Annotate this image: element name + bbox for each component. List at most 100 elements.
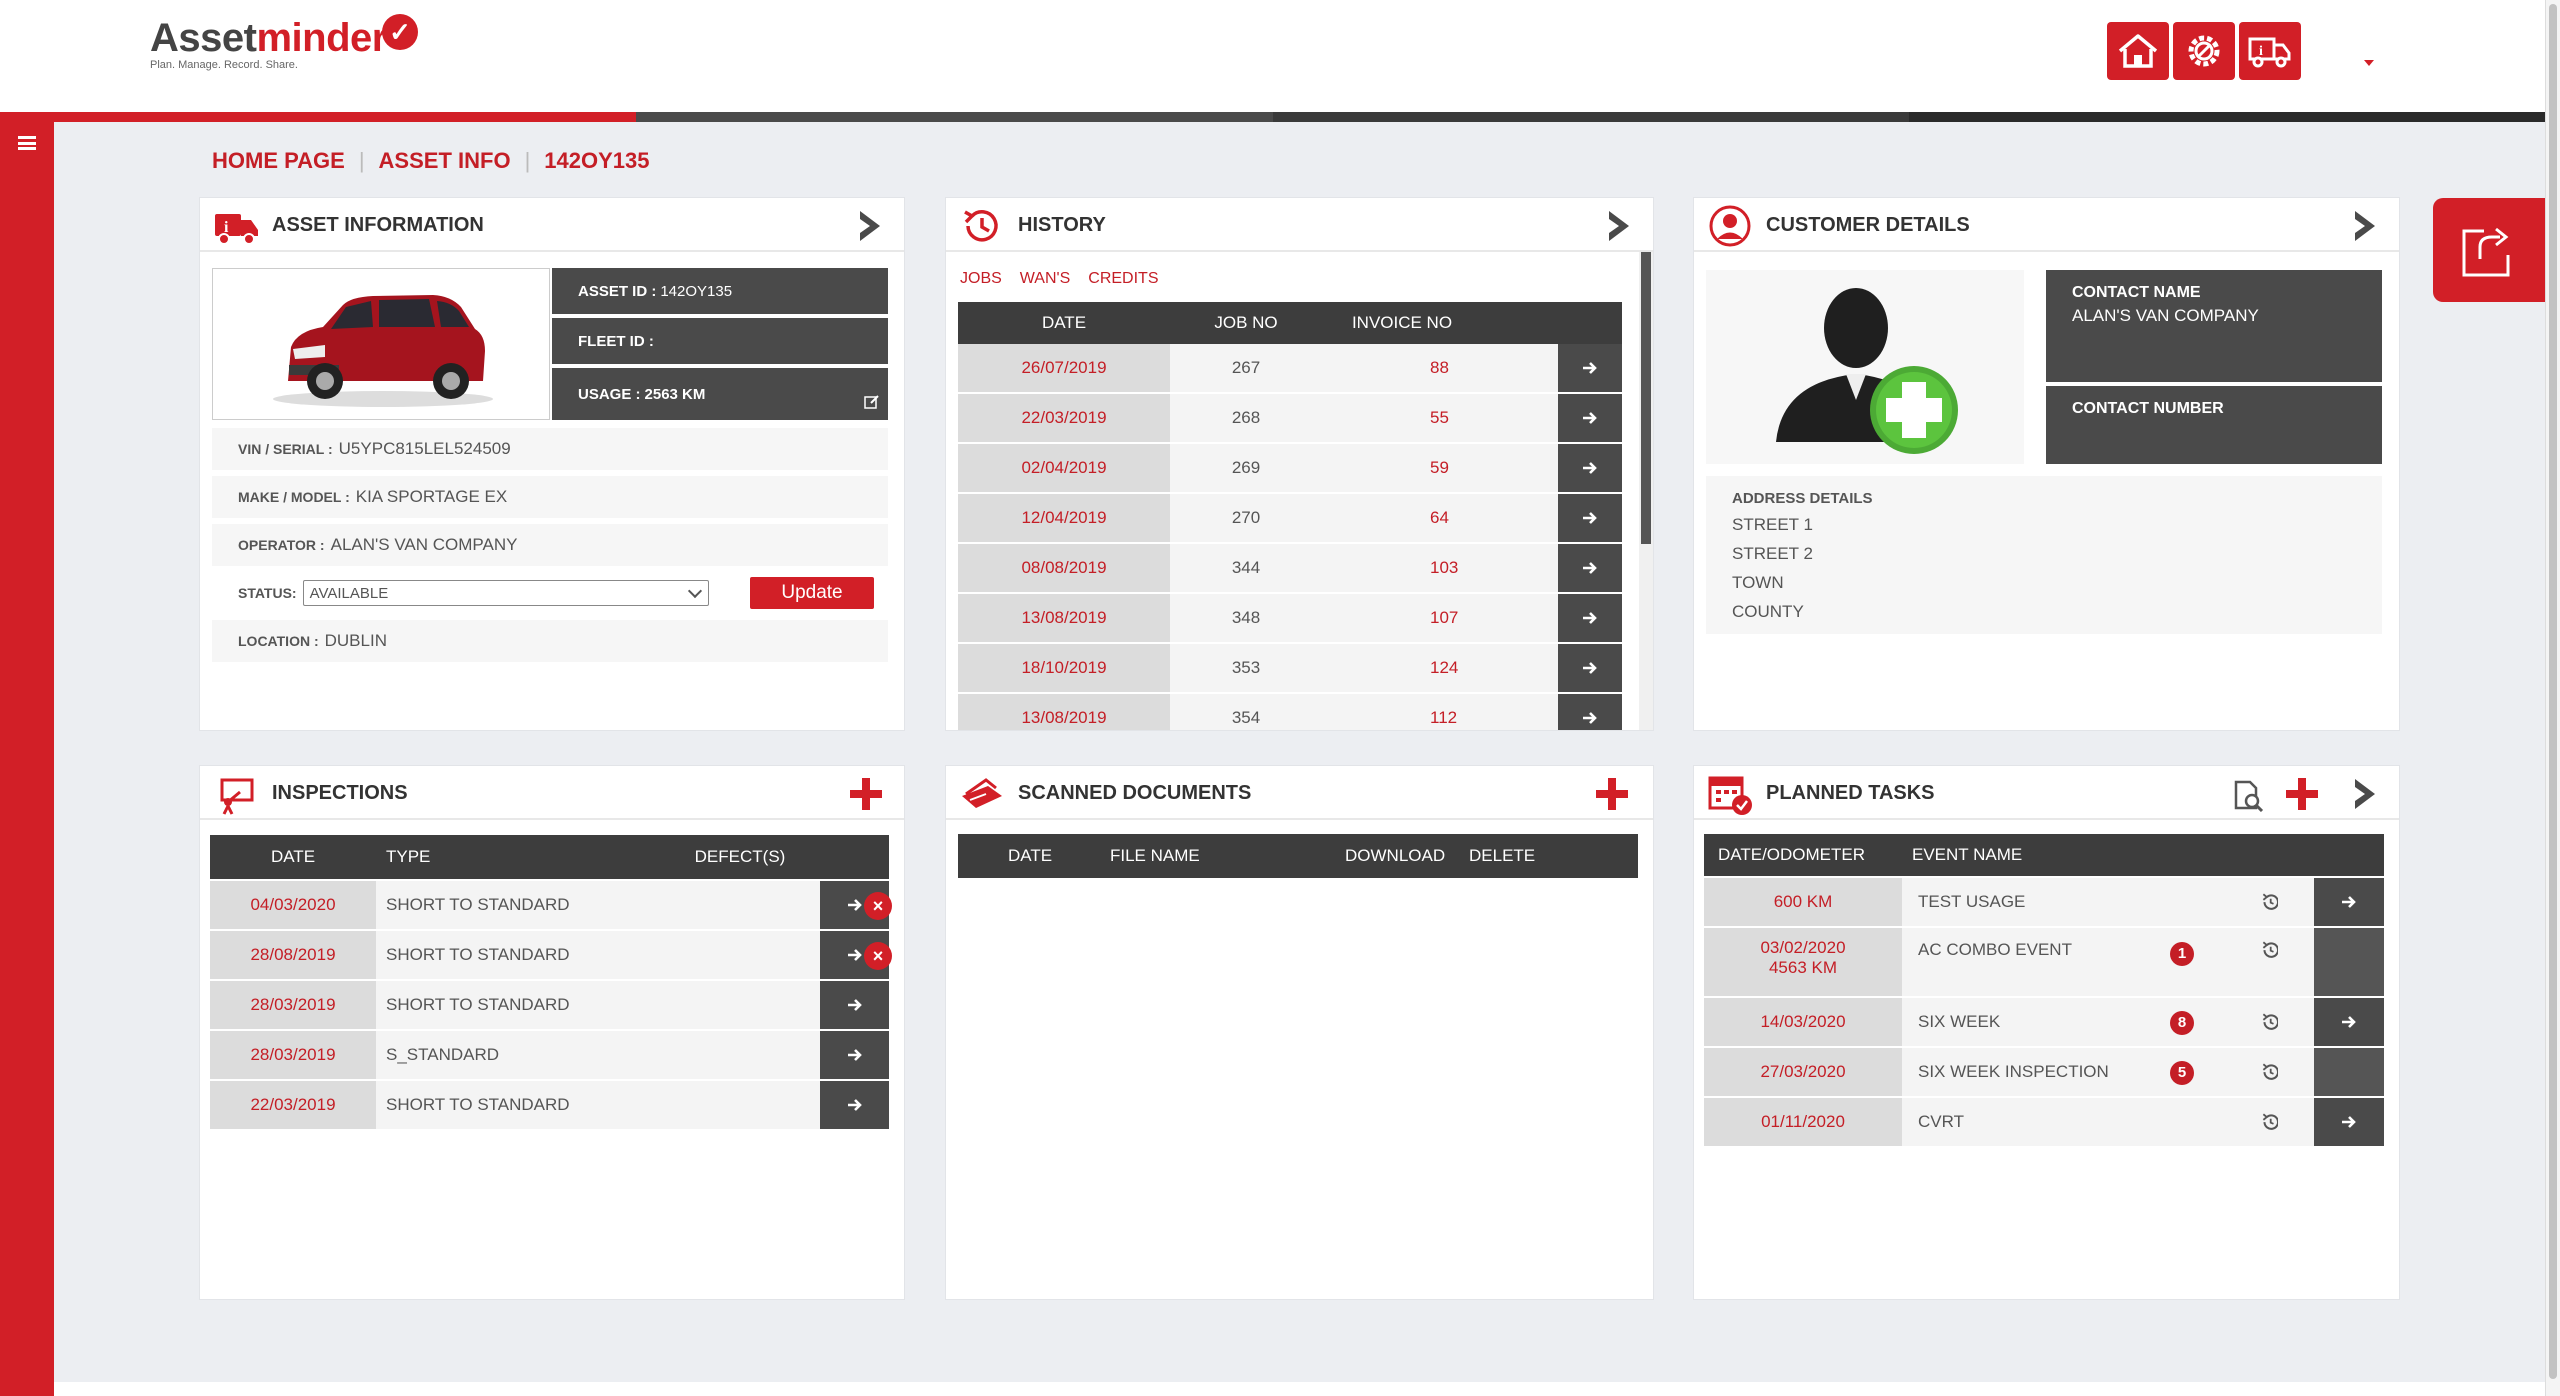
inspection-open-button[interactable] (820, 1031, 889, 1081)
calendar-check-icon (1708, 776, 1752, 815)
history-open-button[interactable] (1558, 644, 1622, 694)
update-button[interactable]: Update (750, 577, 874, 609)
operator-row: OPERATOR : ALAN'S VAN COMPANY (212, 524, 888, 566)
history-open-button[interactable] (1558, 594, 1622, 644)
scanned-documents-table-header: DATE FILE NAME DOWNLOAD DELETE (958, 834, 1638, 878)
history-tabs: JOBS WAN'S CREDITS (960, 270, 1159, 288)
export-button[interactable] (2433, 198, 2545, 302)
history-scrollbar[interactable] (1639, 252, 1653, 730)
edit-icon[interactable] (864, 394, 880, 410)
history-date[interactable]: 26/07/2019 (958, 344, 1170, 394)
asset-photo (212, 268, 550, 420)
customer-user-icon (1709, 205, 1751, 247)
task-open-button[interactable] (2314, 1098, 2384, 1148)
task-history-icon[interactable] (2260, 892, 2278, 910)
inspection-row: 28/08/2019 SHORT TO STANDARD × (210, 931, 892, 981)
arrow-right-icon (2342, 1116, 2356, 1128)
defect-x-icon: × (864, 892, 892, 920)
history-open-button[interactable] (1558, 394, 1622, 444)
task-open-button-disabled (2314, 928, 2384, 998)
contact-number-field: CONTACT NUMBER (2046, 386, 2382, 464)
inspection-date[interactable]: 28/03/2019 (210, 981, 376, 1031)
panel-title: ASSET INFORMATION (272, 214, 484, 236)
history-date[interactable]: 22/03/2019 (958, 394, 1170, 444)
task-date: 14/03/2020 (1760, 1012, 1846, 1031)
history-invoice-no[interactable]: 88 (1322, 344, 1558, 394)
inspection-date[interactable]: 28/08/2019 (210, 931, 376, 981)
asset-info-button[interactable]: i (2239, 22, 2301, 80)
arrow-right-icon (1583, 462, 1597, 474)
chevron-right-icon[interactable] (2349, 209, 2381, 243)
breadcrumb: HOME PAGE | ASSET INFO | 142OY135 (212, 148, 650, 173)
history-invoice-no[interactable]: 124 (1322, 644, 1558, 694)
settings-button[interactable] (2173, 22, 2235, 80)
add-inspection-icon[interactable] (848, 776, 884, 812)
history-invoice-no[interactable]: 64 (1322, 494, 1558, 544)
breadcrumb-asset-info[interactable]: ASSET INFO (378, 148, 511, 173)
task-open-button[interactable] (2314, 878, 2384, 928)
task-history-icon[interactable] (2260, 1012, 2278, 1030)
customer-avatar[interactable] (1706, 270, 2024, 464)
home-icon (2118, 34, 2158, 68)
history-invoice-no[interactable]: 55 (1322, 394, 1558, 444)
history-invoice-no[interactable]: 103 (1322, 544, 1558, 594)
history-open-button[interactable] (1558, 494, 1622, 544)
hamburger-menu-icon[interactable] (18, 136, 36, 150)
chevron-right-icon[interactable] (1603, 209, 1635, 243)
add-task-icon[interactable] (2284, 776, 2320, 812)
history-panel: HISTORY JOBS WAN'S CREDITS DATE JOB NO I… (945, 197, 1654, 731)
history-date[interactable]: 18/10/2019 (958, 644, 1170, 694)
history-open-button[interactable] (1558, 544, 1622, 594)
tab-credits[interactable]: CREDITS (1088, 270, 1159, 287)
tab-jobs[interactable]: JOBS (960, 270, 1002, 287)
chevron-right-icon[interactable] (2349, 777, 2381, 811)
history-row: 13/08/2019 348 107 (958, 594, 1622, 644)
history-invoice-no[interactable]: 107 (1322, 594, 1558, 644)
assetminder-logo[interactable]: Assetminder Plan. Manage. Record. Share.… (150, 14, 418, 71)
history-date[interactable]: 13/08/2019 (958, 694, 1170, 730)
task-history-icon[interactable] (2260, 1062, 2278, 1080)
inspection-open-button[interactable] (820, 1081, 889, 1131)
history-open-button[interactable] (1558, 444, 1622, 494)
page-scrollbar[interactable] (2545, 0, 2560, 1396)
task-date: 03/02/2020 (1760, 938, 1846, 957)
status-select[interactable]: AVAILABLE (302, 580, 709, 606)
history-invoice-no[interactable]: 59 (1322, 444, 1558, 494)
history-open-button[interactable] (1558, 694, 1622, 730)
task-date: 27/03/2020 (1760, 1062, 1846, 1081)
arrow-right-icon (1583, 612, 1597, 624)
history-job-no: 267 (1170, 344, 1322, 394)
inspection-open-button[interactable] (820, 981, 889, 1031)
task-open-button-disabled (2314, 1048, 2384, 1098)
address-line: TOWN (1732, 573, 1784, 592)
task-history-icon[interactable] (2260, 1112, 2278, 1130)
history-open-button[interactable] (1558, 344, 1622, 394)
arrow-right-icon (1583, 712, 1597, 724)
inspection-date[interactable]: 28/03/2019 (210, 1031, 376, 1081)
settings-gear-icon (2188, 35, 2220, 67)
chevron-right-icon[interactable] (854, 209, 886, 243)
history-date[interactable]: 12/04/2019 (958, 494, 1170, 544)
task-history-icon[interactable] (2260, 940, 2278, 958)
arrow-right-icon (1583, 512, 1597, 524)
user-menu-caret[interactable] (2364, 60, 2374, 66)
inspection-date[interactable]: 22/03/2019 (210, 1081, 376, 1131)
inspection-row: 22/03/2019 SHORT TO STANDARD (210, 1081, 889, 1131)
history-date[interactable]: 13/08/2019 (958, 594, 1170, 644)
tab-wans[interactable]: WAN'S (1019, 270, 1071, 287)
history-row: 12/04/2019 270 64 (958, 494, 1622, 544)
task-open-button[interactable] (2314, 998, 2384, 1048)
history-date[interactable]: 02/04/2019 (958, 444, 1170, 494)
inspection-date[interactable]: 04/03/2020 (210, 881, 376, 931)
add-document-icon[interactable] (1594, 776, 1630, 812)
home-button[interactable] (2107, 22, 2169, 80)
address-line: STREET 1 (1732, 515, 1813, 534)
breadcrumb-home[interactable]: HOME PAGE (212, 148, 345, 173)
inspection-type: SHORT TO STANDARD (386, 995, 570, 1014)
search-document-icon[interactable] (2230, 778, 2264, 812)
history-invoice-no[interactable]: 112 (1322, 694, 1558, 730)
status-row: STATUS: AVAILABLE Update (212, 571, 888, 615)
history-date[interactable]: 08/08/2019 (958, 544, 1170, 594)
task-count-badge: 1 (2170, 942, 2194, 966)
export-share-icon (2462, 227, 2510, 277)
